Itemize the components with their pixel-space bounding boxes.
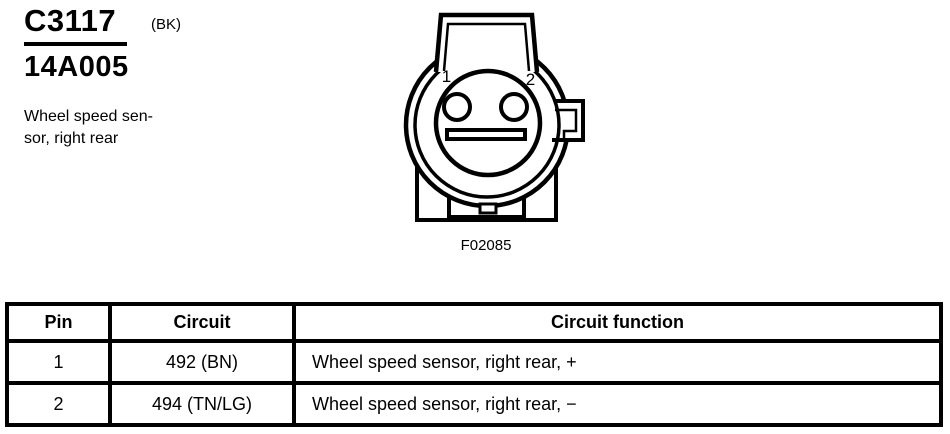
top-tab-inner-line bbox=[442, 22, 531, 72]
pin2-label: 2 bbox=[526, 70, 535, 89]
connector-id-heading: C3117 bbox=[24, 3, 117, 38]
right-tab-outline bbox=[552, 99, 585, 142]
connector-inner-face bbox=[433, 68, 543, 178]
circuit-cell: 494 (TN/LG) bbox=[108, 381, 296, 427]
figure-id: F02085 bbox=[460, 237, 512, 254]
column-header-pin: Pin bbox=[5, 302, 112, 343]
table-row: 2 494 (TN/LG) Wheel speed sensor, right … bbox=[5, 381, 943, 427]
top-tab-fill bbox=[436, 15, 537, 72]
column-header-circuit: Circuit bbox=[108, 302, 296, 343]
connector-face-diagram: 1 2 bbox=[403, 12, 585, 222]
pin1-cavity bbox=[442, 92, 472, 122]
pinout-table: Pin Circuit Circuit function 1 492 (BN) … bbox=[5, 302, 943, 427]
circuit-function-cell: Wheel speed sensor, right rear, + bbox=[292, 339, 943, 385]
bottom-center-tab bbox=[478, 202, 498, 215]
connector-color-code: (BK) bbox=[151, 16, 181, 33]
pin1-label: 1 bbox=[442, 67, 451, 86]
right-tab-inner-line bbox=[555, 108, 578, 138]
connector-bottom-bar bbox=[449, 215, 526, 222]
pin2-cavity bbox=[499, 92, 529, 122]
pin-cell: 2 bbox=[5, 381, 112, 427]
part-number: 14A005 bbox=[24, 51, 129, 83]
circuit-function-cell: Wheel speed sensor, right rear, − bbox=[292, 381, 943, 427]
table-header-row: Pin Circuit Circuit function bbox=[5, 302, 943, 343]
heading-underline bbox=[24, 42, 127, 46]
index-slot bbox=[445, 128, 527, 141]
pin-cell: 1 bbox=[5, 339, 112, 385]
description-line-1: Wheel speed sen- bbox=[24, 108, 153, 125]
top-tab-outline bbox=[433, 12, 540, 73]
description-line-2: sor, right rear bbox=[24, 130, 119, 147]
circuit-cell: 492 (BN) bbox=[108, 339, 296, 385]
right-tab-fill bbox=[561, 103, 583, 138]
connector-description: Wheel speed sen- sor, right rear bbox=[24, 106, 153, 150]
column-header-circuit-function: Circuit function bbox=[292, 302, 943, 343]
table-row: 1 492 (BN) Wheel speed sensor, right rea… bbox=[5, 339, 943, 385]
